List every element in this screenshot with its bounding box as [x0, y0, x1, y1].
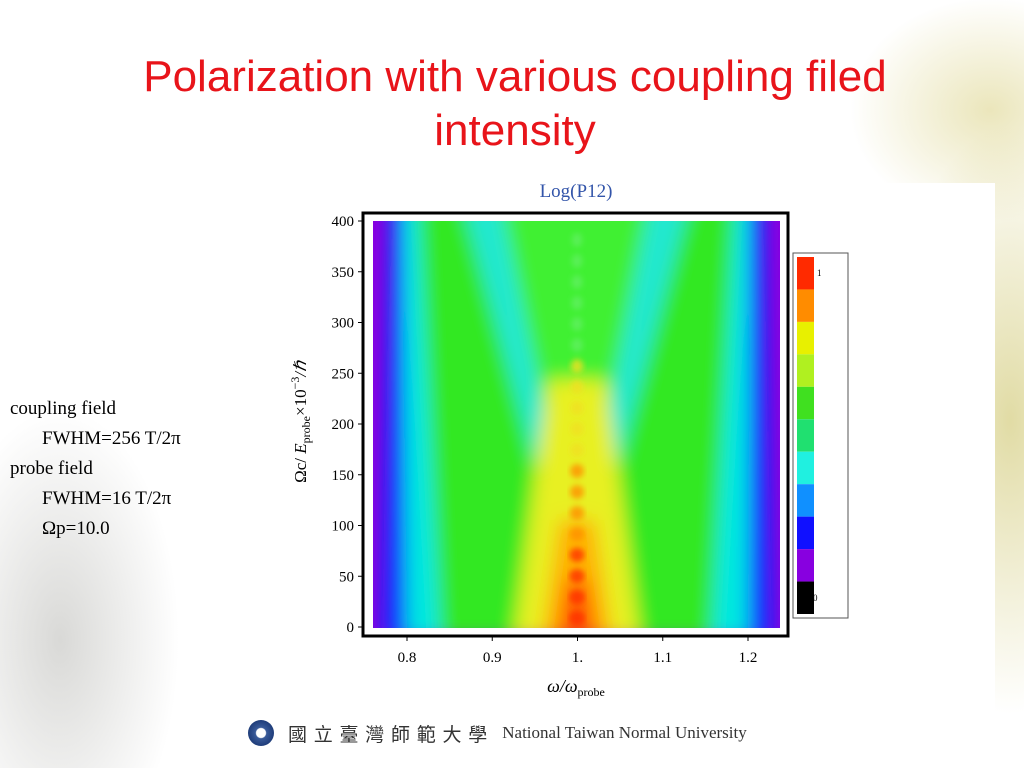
colorbar-swatch	[797, 354, 814, 387]
note-line: FWHM=16 T/2π	[42, 488, 172, 509]
colorbar-swatch	[797, 516, 814, 550]
colorbar-swatch	[797, 386, 814, 420]
y-tick-label: 150	[332, 468, 355, 484]
colorbar-swatch	[797, 484, 814, 517]
center-spot	[570, 380, 584, 394]
colorbar-swatch	[797, 289, 814, 322]
center-spot	[569, 590, 585, 604]
y-tick-label: 250	[332, 366, 355, 382]
center-spot	[569, 527, 585, 541]
colorbar-label: 0	[813, 593, 818, 603]
center-spot	[571, 233, 583, 247]
y-tick-label: 350	[332, 265, 355, 281]
center-spot	[571, 338, 583, 352]
y-tick-label: 400	[332, 214, 355, 230]
colorbar-swatch	[797, 321, 814, 355]
note-line: Ωp=10.0	[42, 518, 110, 539]
note-line: FWHM=256 T/2π	[42, 428, 181, 449]
center-spot	[571, 296, 583, 310]
center-spot	[570, 464, 584, 478]
x-axis-label: ω/ωprobe	[547, 676, 605, 699]
center-spot	[571, 254, 583, 268]
footer: 國 立 臺 灣 師 範 大 學 National Taiwan Normal U…	[248, 716, 747, 750]
note-line: coupling field	[10, 398, 117, 419]
center-spot	[570, 359, 584, 373]
y-tick-label: 50	[339, 569, 354, 585]
colorbar-swatch	[797, 451, 814, 485]
colorbar-label: 1	[817, 268, 822, 278]
university-name-zh: 國 立 臺 灣 師 範 大 學	[288, 724, 489, 746]
center-spot	[569, 506, 585, 520]
center-spot	[569, 548, 585, 562]
x-label-part: probe	[578, 685, 605, 699]
y-label-part: /ℏ	[291, 360, 310, 378]
y-axis-label: Ωc/ Eprobe×10−3/ℏ	[288, 360, 313, 483]
center-spot	[571, 317, 583, 331]
x-tick-label: 1.1	[653, 650, 672, 666]
y-label-part: Ωc/	[291, 454, 310, 483]
center-spot	[569, 569, 585, 583]
center-spot	[569, 611, 585, 625]
colorbar-swatch	[797, 549, 814, 582]
colorbar-swatch	[797, 419, 814, 452]
x-tick-label: 1.	[572, 650, 583, 666]
university-logo	[248, 720, 274, 746]
center-spot	[570, 401, 584, 415]
center-spot	[570, 485, 584, 499]
x-label-part: ω/ω	[547, 676, 577, 696]
center-spot	[570, 422, 584, 436]
y-label-part: E	[291, 443, 310, 455]
center-spot	[570, 443, 584, 457]
x-tick-label: 1.2	[739, 650, 758, 666]
note-line: probe field	[10, 458, 93, 479]
y-tick-label: 100	[332, 519, 355, 535]
x-tick-label: 0.9	[483, 650, 502, 666]
notes: coupling field FWHM=256 T/2π probe field FW…	[10, 394, 181, 544]
figure-title: Log(P12)	[540, 181, 613, 202]
y-tick-label: 300	[332, 316, 355, 332]
y-label-part: probe	[299, 416, 313, 443]
university-name-en: National Taiwan Normal University	[502, 723, 747, 742]
x-tick-label: 0.8	[398, 650, 417, 666]
center-spot	[571, 275, 583, 289]
slide-title: Polarization with various coupling filed…	[143, 52, 887, 155]
colorbar-swatch	[797, 581, 814, 614]
heatmap	[373, 221, 780, 628]
y-tick-label: 0	[347, 620, 355, 636]
y-tick-label: 200	[332, 417, 355, 433]
y-label-part: −3	[288, 377, 302, 390]
colorbar-swatch	[797, 257, 814, 290]
y-label-part: ×10	[291, 389, 310, 416]
